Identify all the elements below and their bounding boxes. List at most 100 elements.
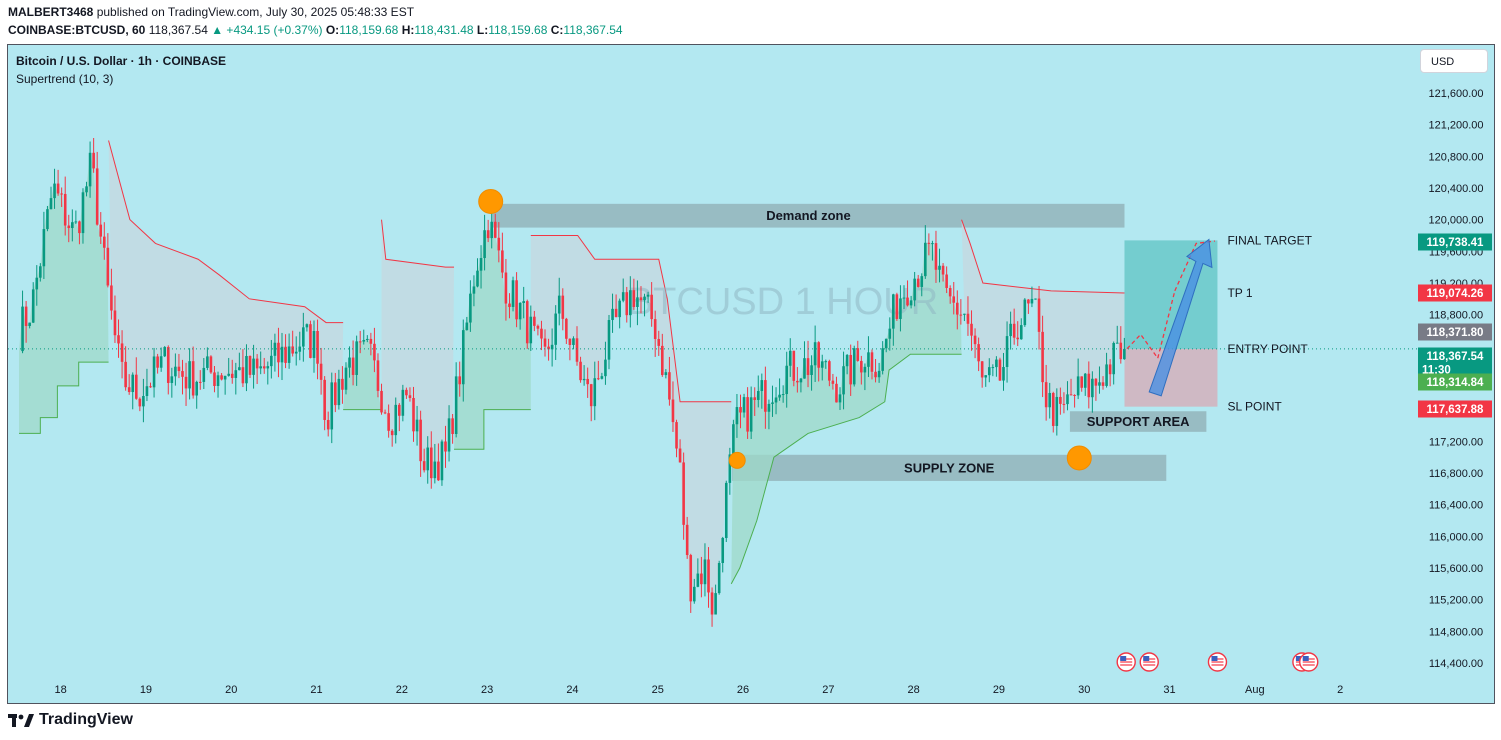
candle-body: [650, 294, 653, 320]
candle-body: [390, 430, 394, 436]
candle-body: [71, 222, 74, 229]
y-axis-tick-label: 120,400.00: [1428, 183, 1483, 195]
highlight-marker: [1066, 445, 1092, 471]
candle-body: [134, 374, 138, 399]
candle-body: [653, 319, 657, 339]
candle-body: [838, 394, 842, 403]
candle-body: [671, 399, 675, 423]
supertrend-line: [108, 140, 344, 324]
price-tag-box: [1418, 347, 1492, 378]
candle-body: [358, 341, 362, 343]
candle-body: [533, 316, 536, 326]
candle-body: [454, 376, 458, 435]
candle-body: [1048, 392, 1052, 408]
candle-body: [707, 559, 710, 593]
supertrend-fill: [343, 338, 382, 413]
x-axis-tick-label: 19: [140, 684, 152, 696]
y-axis-tick-label: 116,000.00: [1429, 531, 1483, 543]
candle-body: [781, 394, 785, 396]
candle-body: [362, 340, 366, 342]
candle-body: [877, 370, 881, 378]
candle-body: [682, 462, 685, 525]
candle-body: [273, 342, 277, 356]
candle-body: [223, 375, 227, 380]
candle-body: [21, 306, 24, 352]
candle-body: [117, 335, 120, 344]
candle-body: [703, 559, 707, 585]
candle-body: [366, 338, 369, 341]
candle-body: [234, 370, 238, 378]
candle-body: [948, 288, 952, 297]
candle-body: [760, 380, 764, 392]
candle-body: [739, 407, 742, 413]
candle-body: [309, 324, 312, 358]
candle-body: [632, 290, 636, 307]
candle-body: [177, 366, 181, 372]
candle-body: [600, 376, 604, 379]
indicator-legend[interactable]: Supertrend (10, 3): [16, 72, 114, 86]
y-axis-tick-label: 117,200.00: [1429, 436, 1483, 448]
candle-body: [433, 461, 437, 479]
candle-body: [916, 278, 920, 287]
candle-body: [561, 295, 565, 319]
candle-body: [554, 313, 557, 345]
candle-body: [28, 322, 31, 326]
tradingview-logo[interactable]: TradingView: [8, 711, 133, 729]
supertrend-line: [381, 219, 455, 268]
candle-body: [355, 341, 358, 375]
candle-body: [334, 382, 337, 406]
candle-body: [774, 397, 778, 403]
candle-body: [465, 322, 469, 331]
candle-body: [440, 441, 444, 481]
x-axis-tick-label: 27: [822, 684, 834, 696]
candle-body: [124, 361, 127, 388]
supertrend-fill: [454, 221, 531, 450]
x-axis-tick-label: Aug: [1245, 684, 1265, 696]
candle-body: [550, 344, 554, 350]
candle-body: [95, 168, 99, 225]
candle-body: [447, 418, 451, 452]
candle-body: [557, 295, 561, 314]
candle-body: [689, 555, 693, 602]
zone-label: SUPPLY ZONE: [904, 460, 995, 475]
candle-body: [63, 193, 67, 226]
candle-body: [540, 328, 543, 339]
candle-body: [899, 298, 902, 319]
candle-body: [611, 308, 614, 321]
candle-body: [874, 371, 877, 378]
candle-body: [298, 346, 302, 352]
candle-body: [326, 419, 330, 430]
high-value: 118,431.48: [414, 23, 474, 37]
currency-button[interactable]: USD: [1420, 49, 1488, 73]
chart-canvas[interactable]: Demand zone SUPPLY ZONE SUPPORT AREA BTCUS…: [8, 45, 1495, 704]
price-tag-label: 119,738.41: [1427, 237, 1485, 249]
candle-body: [78, 221, 81, 234]
candle-body: [582, 378, 586, 381]
y-axis-tick-label: 121,200.00: [1428, 120, 1483, 132]
candle-body: [380, 390, 383, 413]
candle-body: [252, 358, 255, 375]
candle-body: [206, 356, 209, 368]
candle-body: [227, 373, 230, 376]
candle-body: [88, 152, 92, 187]
candle-body: [657, 338, 661, 346]
candle-body: [987, 367, 991, 376]
candle-body: [966, 313, 970, 324]
last-price: 118,367.54: [148, 23, 208, 37]
trade-level-label: TP 1: [1227, 286, 1252, 300]
candle-body: [980, 361, 984, 378]
candle-body: [938, 265, 941, 270]
candle-body: [536, 325, 540, 329]
candle-body: [159, 356, 163, 368]
candle-body: [344, 367, 348, 390]
publisher-name[interactable]: MALBERT3468: [8, 5, 94, 19]
highlight-marker: [728, 451, 746, 469]
candle-body: [952, 296, 956, 303]
candle-body: [756, 391, 760, 400]
candle-body: [920, 276, 924, 287]
chart-area[interactable]: Demand zone SUPPLY ZONE SUPPORT AREA BTCUS…: [7, 44, 1495, 704]
flag-canton: [1295, 656, 1302, 661]
candle-body: [1094, 378, 1098, 386]
candle-body: [142, 396, 145, 407]
candle-body: [1041, 331, 1044, 383]
